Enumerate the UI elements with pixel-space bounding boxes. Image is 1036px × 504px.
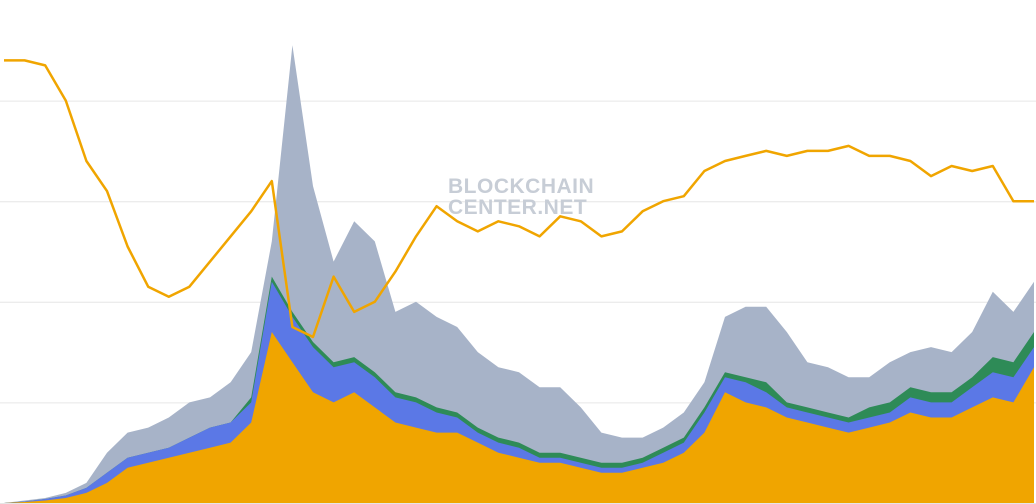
area-series-3: [4, 332, 1034, 503]
area-series-group: [4, 45, 1034, 504]
watermark-line-1: BLOCKCHAIN: [448, 175, 595, 198]
line-series: [4, 59, 1034, 339]
watermark-line-2: CENTER.NET: [448, 196, 588, 219]
line-series-group: [4, 59, 1034, 339]
watermark: BLOCKCHAIN CENTER.NET: [448, 176, 594, 218]
